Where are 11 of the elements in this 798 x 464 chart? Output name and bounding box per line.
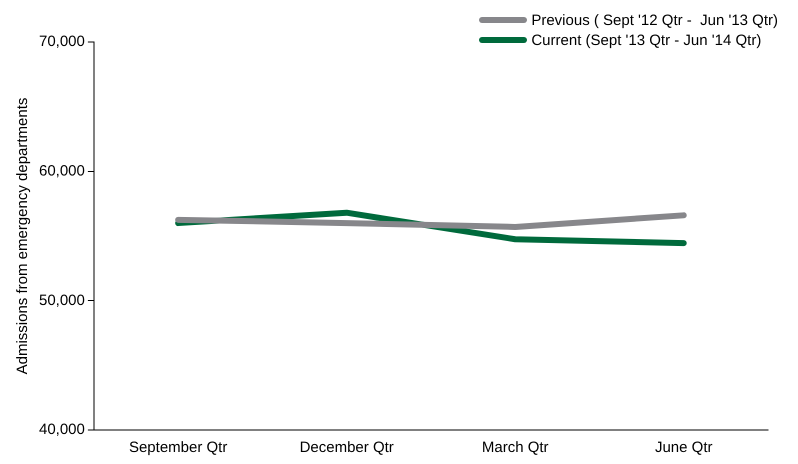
y-tick-label: 60,000 [38,162,85,180]
x-tick-label: September Qtr [128,439,228,456]
y-tick-label: 50,000 [38,292,85,309]
y-tick-label: 40,000 [38,421,85,438]
legend-label: Previous ( Sept '12 Qtr - Jun '13 Qtr) [531,12,778,28]
legend-label: Current (Sept '13 Qtr - Jun '14 Qtr) [531,32,762,48]
x-tick-label: March Qtr [482,439,549,456]
x-tick-label: December Qtr [300,439,394,456]
y-tick-label: 70,000 [38,33,85,50]
y-axis-title: Admissions from emergency departments [14,98,32,374]
x-tick-label: June Qtr [654,439,712,456]
